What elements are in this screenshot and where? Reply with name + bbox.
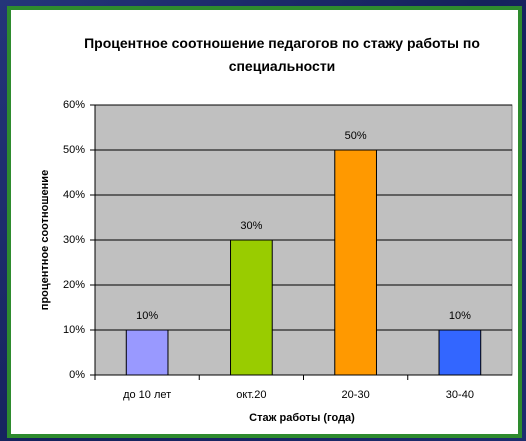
x-axis-label: Стаж работы (года) (249, 412, 355, 424)
y-axis-label: процентное соотношение (39, 170, 51, 310)
x-tick-label: 30-40 (446, 389, 474, 401)
data-label: 10% (136, 310, 158, 322)
y-tick-label: 50% (63, 144, 85, 156)
x-tick-label: окт.20 (236, 389, 266, 401)
y-tick-label: 40% (63, 189, 85, 201)
data-label: 30% (240, 220, 262, 232)
data-label: 50% (345, 130, 367, 142)
y-tick-label: 0% (69, 369, 85, 381)
y-tick-label: 30% (63, 234, 85, 246)
chart-title: Процентное соотношение педагогов по стаж… (84, 35, 480, 74)
bar (438, 329, 482, 376)
data-label: 10% (449, 310, 471, 322)
bar (125, 329, 169, 376)
x-tick-label: 20-30 (342, 389, 370, 401)
x-tick-label: до 10 лет (123, 389, 171, 401)
bar (230, 239, 273, 376)
bar (334, 149, 377, 376)
y-tick-label: 10% (63, 324, 85, 336)
y-tick-label: 60% (63, 99, 85, 111)
y-tick-label: 20% (63, 279, 85, 291)
